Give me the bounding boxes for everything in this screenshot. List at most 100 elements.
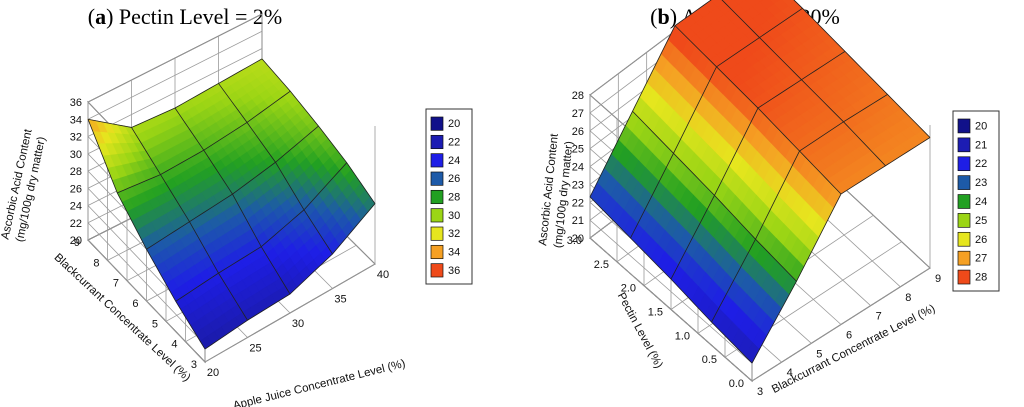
legend-swatch bbox=[430, 116, 444, 131]
z-tick-label: 21 bbox=[572, 215, 584, 227]
legend-label: 36 bbox=[448, 265, 460, 277]
legend-label: 24 bbox=[448, 155, 460, 167]
y-floor-grid bbox=[751, 267, 931, 382]
z-tick-label: 34 bbox=[70, 114, 82, 126]
legend-swatch bbox=[957, 213, 971, 228]
legend-label: 21 bbox=[975, 139, 987, 151]
z-tick-label: 32 bbox=[70, 132, 82, 144]
z-tick-label: 23 bbox=[572, 179, 584, 191]
panel-a-title-text: Pectin Level = 2% bbox=[119, 4, 282, 29]
x-tick-label: 6 bbox=[846, 330, 852, 342]
z-tick-label: 26 bbox=[70, 183, 82, 195]
surface-mesh-line bbox=[721, 0, 886, 167]
panel-a-surface bbox=[87, 58, 376, 350]
legend-label: 26 bbox=[448, 173, 460, 185]
legend-label: 32 bbox=[448, 228, 460, 240]
legend-label: 22 bbox=[448, 137, 460, 149]
z-tick-label: 20 bbox=[572, 233, 584, 245]
legend-label: 28 bbox=[975, 272, 987, 284]
y-tick-label: 7 bbox=[113, 278, 119, 290]
legend-swatch bbox=[430, 226, 444, 241]
legend-swatch bbox=[957, 137, 971, 153]
y-tick-label: 3 bbox=[191, 359, 197, 371]
y-tick-label: 2.0 bbox=[621, 283, 636, 295]
y-tick-label: 4 bbox=[171, 339, 177, 351]
y-tick-label: 8 bbox=[93, 257, 99, 269]
y-tick-label: 1.5 bbox=[648, 307, 663, 319]
panel-b-letter: b bbox=[658, 4, 670, 29]
legend-label: 34 bbox=[448, 247, 460, 259]
x-tick-label: 25 bbox=[249, 343, 261, 355]
legend-swatch bbox=[957, 269, 971, 285]
chart-panel-b: 20 21 22 23 24 25 26 27 28 3 4 5 6 7 8 9 0.0 0.5 1.0 1.5 2.0… bbox=[537, 0, 1000, 398]
surface-mesh-line bbox=[261, 58, 376, 204]
x-tick-label: 35 bbox=[334, 294, 346, 306]
y-tick-label: 5 bbox=[152, 318, 158, 330]
legend-label: 20 bbox=[448, 118, 460, 130]
legend-label: 27 bbox=[975, 253, 987, 265]
surface-mesh-line bbox=[131, 127, 248, 321]
surface-mesh-line bbox=[174, 107, 291, 295]
legend-label: 25 bbox=[975, 215, 987, 227]
legend-label: 30 bbox=[448, 210, 460, 222]
x-tick-label: 40 bbox=[377, 269, 389, 281]
surface-mesh-line bbox=[218, 83, 333, 255]
surface-mesh-line bbox=[632, 110, 797, 282]
legend-swatch bbox=[957, 194, 971, 209]
y-tick-label: 1.0 bbox=[675, 330, 690, 342]
panel-a-xlabel: Apple Juice Concentrate Level (%) bbox=[232, 358, 407, 407]
legend-swatch bbox=[957, 250, 971, 266]
y-tick-label: 3.0 bbox=[567, 235, 582, 247]
panel-b-surface bbox=[589, 0, 931, 364]
z-tick-label: 36 bbox=[70, 97, 82, 109]
y-tick-label: 6 bbox=[132, 298, 138, 310]
legend-swatch bbox=[430, 134, 444, 150]
surface-cell bbox=[721, 0, 729, 3]
legend-label: 20 bbox=[975, 120, 987, 132]
z-tick-label: 20 bbox=[70, 235, 82, 247]
y-tick-label: 0.5 bbox=[702, 354, 717, 366]
legend-swatch bbox=[957, 175, 971, 190]
legend-swatch bbox=[430, 171, 444, 186]
z-tick-label: 22 bbox=[572, 197, 584, 209]
surface-mesh-line bbox=[589, 196, 753, 364]
legend-label: 26 bbox=[975, 234, 987, 246]
x-tick-label: 4 bbox=[787, 367, 793, 379]
x-tick-label: 3 bbox=[757, 386, 763, 398]
panel-a-legend: 20 22 24 26 28 30 32 34 36 bbox=[425, 108, 473, 285]
y-tick-label: 0.0 bbox=[729, 378, 744, 390]
surface-mesh-line bbox=[87, 119, 206, 350]
x-tick-label: 30 bbox=[292, 318, 304, 330]
legend-swatch bbox=[957, 231, 971, 247]
legend-swatch bbox=[430, 153, 444, 168]
legend-label: 23 bbox=[975, 177, 987, 189]
y-floor-grid bbox=[204, 263, 376, 363]
panel-a-title: (a) Pectin Level = 2% bbox=[88, 4, 282, 29]
legend-swatch bbox=[957, 118, 971, 134]
panel-b-legend: 20 21 22 23 24 25 26 27 28 bbox=[952, 110, 1000, 292]
z-tick-label: 30 bbox=[70, 149, 82, 161]
legend-label: 28 bbox=[448, 192, 460, 204]
z-tick-label: 22 bbox=[70, 218, 82, 230]
z-tick-label: 25 bbox=[572, 144, 584, 156]
z-tick-label: 24 bbox=[70, 201, 82, 213]
legend-label: 24 bbox=[975, 196, 987, 208]
y-tick-label: 9 bbox=[74, 237, 80, 249]
legend-label: 22 bbox=[975, 158, 987, 170]
y-tick-label: 2.5 bbox=[594, 259, 609, 271]
legend-swatch bbox=[430, 189, 444, 205]
legend-swatch bbox=[957, 156, 971, 172]
z-tick-label: 27 bbox=[572, 108, 584, 120]
legend-swatch bbox=[430, 263, 444, 278]
x-tick-label: 8 bbox=[905, 292, 911, 304]
z-tick-label: 26 bbox=[572, 126, 584, 138]
panel-b-ticks: 20 21 22 23 24 25 26 27 28 3 4 5 6 7 8 9 0.0 0.5 1.0 1.5 2.0… bbox=[567, 90, 941, 398]
x-tick-label: 9 bbox=[935, 273, 941, 285]
legend-swatch bbox=[430, 208, 444, 223]
legend-swatch bbox=[430, 244, 444, 260]
panel-b-ylabel: Pectin Level (%) bbox=[615, 291, 665, 371]
z-tick-label: 28 bbox=[572, 90, 584, 102]
